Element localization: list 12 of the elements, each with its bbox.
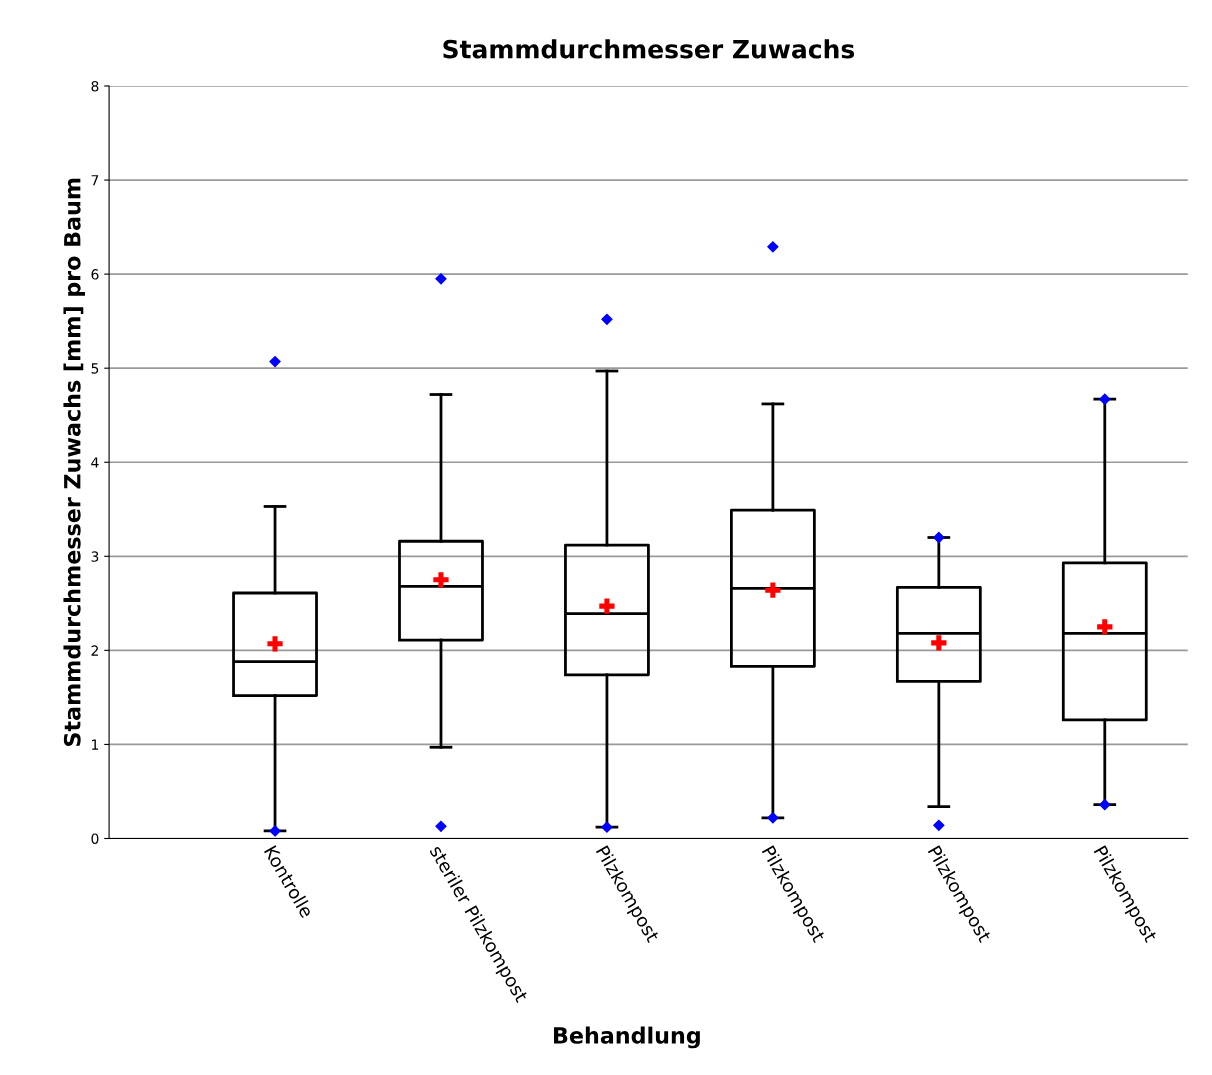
y-tick-label: 4 — [91, 457, 99, 468]
x-axis-title: Behandlung — [554, 1026, 700, 1049]
chart-title: Stammdurchmesser Zuwachs — [443, 39, 855, 59]
y-tick-label: 2 — [91, 645, 98, 656]
y-tick-label: 8 — [91, 80, 99, 92]
y-tick-label: 5 — [91, 363, 99, 374]
y-tick-label: 3 — [91, 551, 99, 562]
y-tick-label: 1 — [92, 739, 99, 750]
y-tick-label: 7 — [91, 175, 99, 186]
y-tick-label: 0 — [91, 833, 99, 844]
y-axis-title: Stammdurchmesser Zuwachs [mm] pro Baum — [63, 178, 85, 746]
y-tick-label: 6 — [91, 269, 99, 280]
